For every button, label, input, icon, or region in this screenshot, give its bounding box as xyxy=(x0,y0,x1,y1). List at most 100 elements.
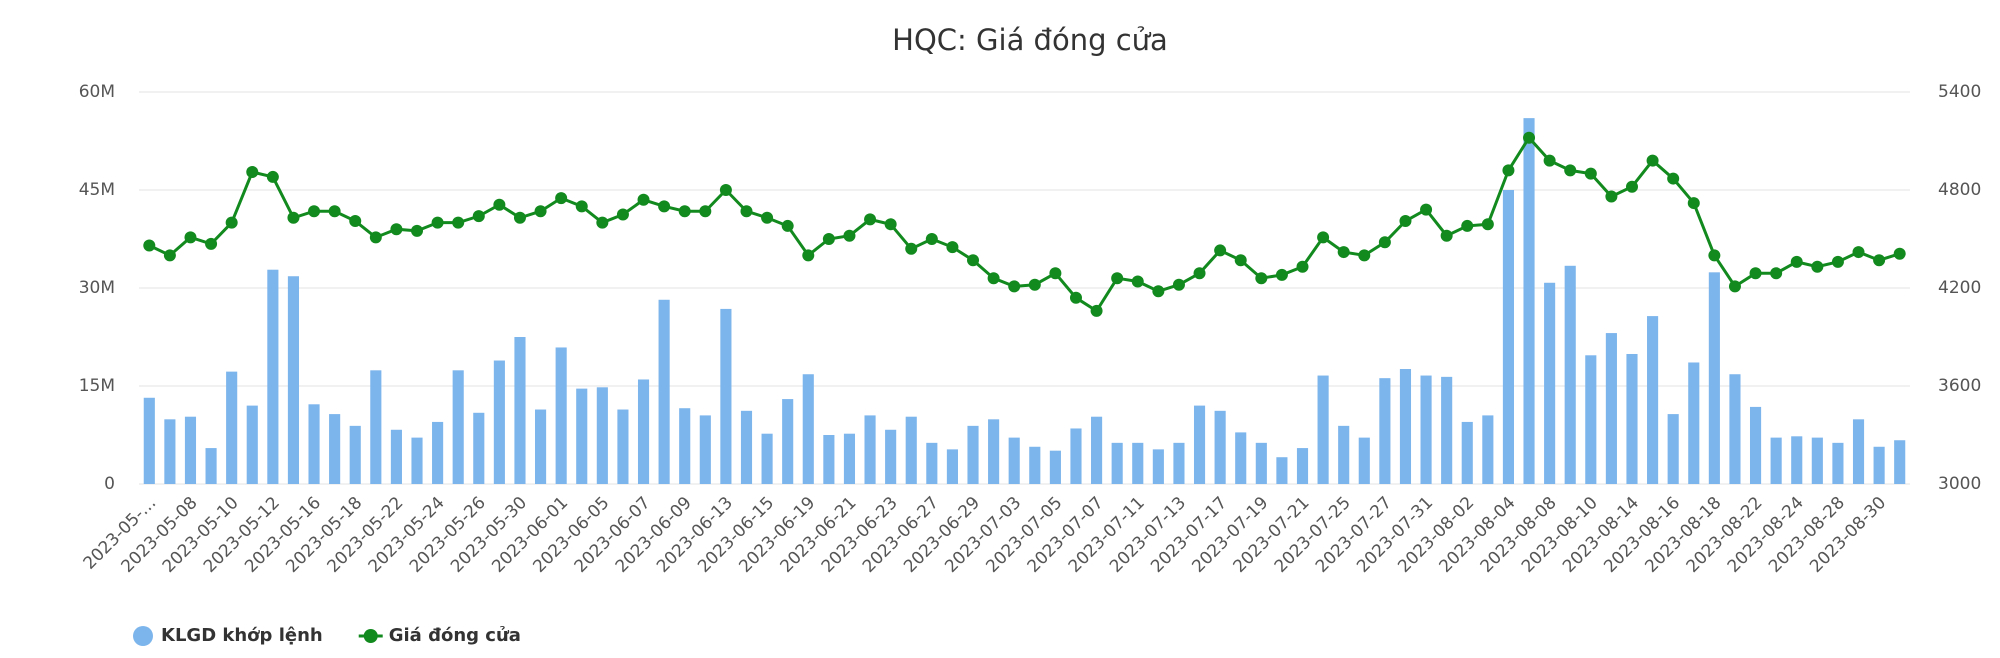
bar xyxy=(1873,446,1885,484)
line-marker xyxy=(184,231,197,244)
bar xyxy=(555,347,567,484)
line-marker xyxy=(596,216,609,229)
line-marker xyxy=(369,231,382,244)
y2-tick-label: 3600 xyxy=(1938,376,1981,396)
chart-title: HQC: Giá đóng cửa xyxy=(892,23,1168,57)
line-marker xyxy=(925,233,938,245)
line-marker xyxy=(1625,180,1638,193)
bar xyxy=(1770,437,1782,484)
bar xyxy=(658,299,670,484)
bar xyxy=(1894,440,1906,484)
bar xyxy=(699,415,711,484)
line-marker xyxy=(575,200,588,213)
bar xyxy=(1708,272,1720,484)
line-marker xyxy=(1420,203,1433,216)
line-marker xyxy=(1378,236,1391,249)
line-marker xyxy=(967,254,980,267)
bar xyxy=(1132,442,1144,484)
line-marker xyxy=(1399,215,1412,228)
line-marker xyxy=(1193,267,1206,280)
bar xyxy=(1523,118,1535,484)
bar xyxy=(1214,410,1226,484)
bar xyxy=(535,409,547,484)
line-marker xyxy=(1584,167,1597,180)
bar xyxy=(576,388,588,484)
bar xyxy=(1049,450,1061,484)
bar xyxy=(1564,265,1576,484)
line-marker xyxy=(1667,172,1680,185)
bar xyxy=(1544,282,1556,484)
bar xyxy=(1008,437,1020,484)
line-marker xyxy=(472,210,485,223)
line-marker xyxy=(287,211,300,224)
line-marker xyxy=(802,249,815,262)
line-marker xyxy=(1111,272,1124,285)
bar xyxy=(802,374,814,484)
line-marker xyxy=(1708,249,1721,262)
bar xyxy=(720,308,732,484)
line-marker xyxy=(1811,260,1824,273)
line-marker xyxy=(1028,278,1041,291)
line-marker xyxy=(1337,246,1350,259)
line-marker xyxy=(1790,255,1803,268)
line-marker xyxy=(1131,275,1144,288)
line-marker xyxy=(163,249,176,262)
bar xyxy=(679,408,691,484)
bar xyxy=(1338,425,1350,484)
bar xyxy=(205,448,217,484)
bar xyxy=(1832,442,1844,484)
line-marker xyxy=(1440,229,1453,242)
y-tick-label: 0 xyxy=(104,474,115,494)
line-marker xyxy=(1296,260,1309,273)
line-marker xyxy=(987,272,1000,285)
line-marker xyxy=(1852,246,1865,259)
line-marker xyxy=(1172,278,1185,291)
bar xyxy=(432,421,444,484)
bar xyxy=(1791,436,1803,484)
y-tick-label: 45M xyxy=(79,180,115,200)
line-marker xyxy=(1873,254,1886,267)
bar xyxy=(1111,442,1123,484)
bar xyxy=(782,399,794,484)
line-marker xyxy=(225,216,238,229)
legend-label: KLGD khớp lệnh xyxy=(161,625,323,646)
bar xyxy=(1152,449,1164,484)
line-marker xyxy=(699,205,712,218)
line-marker xyxy=(1893,247,1906,260)
line-marker xyxy=(658,200,671,213)
bar xyxy=(637,379,650,484)
bar xyxy=(946,449,958,484)
bar xyxy=(1317,375,1329,484)
bar xyxy=(143,397,155,484)
line-marker xyxy=(411,224,424,237)
bar xyxy=(843,433,856,484)
y2-tick-label: 3000 xyxy=(1938,474,1981,494)
line-marker xyxy=(905,242,918,255)
line-marker xyxy=(1728,280,1741,293)
line-marker xyxy=(246,166,259,179)
line-marker xyxy=(740,205,753,218)
bar xyxy=(1173,442,1185,484)
bar xyxy=(1070,428,1082,484)
line-marker xyxy=(946,241,959,254)
bar xyxy=(1647,316,1659,484)
line-marker xyxy=(308,205,321,218)
bar xyxy=(1626,353,1638,484)
y-tick-label: 60M xyxy=(79,82,115,102)
line-marker xyxy=(637,193,650,206)
line-marker xyxy=(616,208,629,221)
bar xyxy=(1729,374,1741,484)
line-marker xyxy=(1008,280,1021,293)
bar xyxy=(1852,419,1865,484)
bar xyxy=(349,425,361,484)
line-marker xyxy=(1543,154,1556,167)
line-marker xyxy=(534,205,547,218)
line-marker xyxy=(1564,164,1577,177)
bar xyxy=(905,416,917,484)
line-marker xyxy=(1646,154,1659,167)
line-marker xyxy=(822,233,835,245)
line-marker xyxy=(266,170,279,183)
bar xyxy=(1193,405,1206,484)
bar xyxy=(493,360,505,484)
